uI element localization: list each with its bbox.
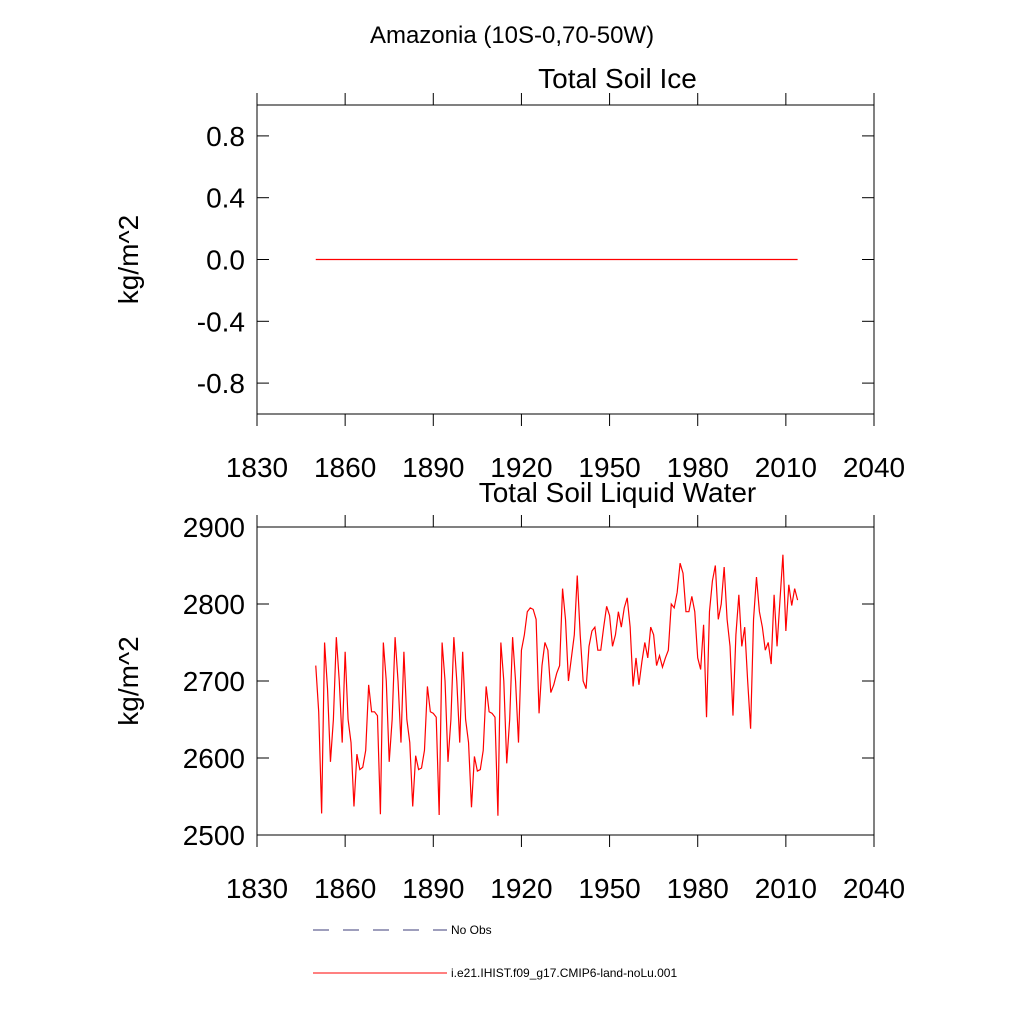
- x-tick-label: 1920: [490, 452, 552, 483]
- y-tick-label: 2600: [183, 743, 245, 774]
- x-tick-label: 1830: [226, 452, 288, 483]
- x-tick-label: 1890: [402, 873, 464, 904]
- x-tick-label: 2040: [843, 873, 905, 904]
- y-tick-label: 2500: [183, 820, 245, 851]
- y-tick-label: -0.8: [197, 368, 245, 399]
- y-tick-label: 0.0: [206, 245, 245, 276]
- legend-label: i.e21.IHIST.f09_g17.CMIP6-land-noLu.001: [451, 966, 677, 980]
- legend-label: No Obs: [451, 923, 492, 937]
- y-tick-label: 2900: [183, 512, 245, 543]
- x-tick-label: 2010: [755, 452, 817, 483]
- x-tick-label: 1860: [314, 873, 376, 904]
- y-tick-label: 0.8: [206, 121, 245, 152]
- chart-title: Total Soil Ice: [538, 63, 697, 94]
- y-tick-label: 0.4: [206, 183, 245, 214]
- x-tick-label: 1920: [490, 873, 552, 904]
- figure-title: Amazonia (10S-0,70-50W): [370, 22, 654, 49]
- x-tick-label: 2040: [843, 452, 905, 483]
- x-tick-label: 2010: [755, 873, 817, 904]
- x-tick-label: 1830: [226, 873, 288, 904]
- x-tick-label: 1950: [578, 873, 640, 904]
- y-tick-label: -0.4: [197, 306, 245, 337]
- x-tick-label: 1980: [667, 873, 729, 904]
- y-tick-label: 2700: [183, 666, 245, 697]
- x-tick-label: 1860: [314, 452, 376, 483]
- y-tick-label: 2800: [183, 589, 245, 620]
- chart-title: Total Soil Liquid Water: [479, 477, 757, 508]
- y-axis-label: kg/m^2: [113, 215, 144, 304]
- x-tick-label: 1950: [578, 452, 640, 483]
- data-line: [315, 554, 799, 816]
- x-tick-label: 1980: [667, 452, 729, 483]
- y-axis-label: kg/m^2: [113, 636, 144, 725]
- x-tick-label: 1890: [402, 452, 464, 483]
